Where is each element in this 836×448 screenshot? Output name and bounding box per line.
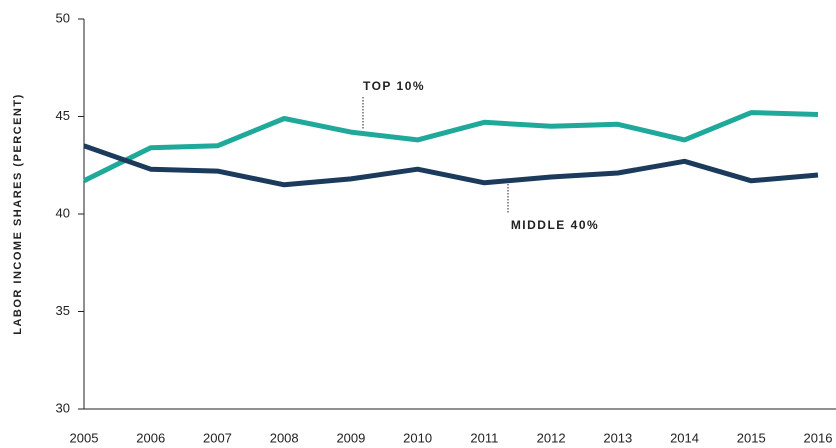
x-tick-label: 2007	[203, 430, 232, 445]
x-tick-label: 2010	[403, 430, 432, 445]
x-tick-label: 2006	[136, 430, 165, 445]
series-line	[82, 110, 819, 184]
y-tick-label: 45	[56, 108, 70, 123]
x-tick-label: 2012	[537, 430, 566, 445]
x-tick-label: 2008	[270, 430, 299, 445]
y-axis-label: LABOR INCOME SHARES (PERCENT)	[12, 93, 24, 335]
y-tick-label: 50	[56, 10, 70, 25]
series-label: TOP 10%	[363, 79, 425, 93]
x-tick-label: 2015	[737, 430, 766, 445]
x-tick-label: 2014	[670, 430, 699, 445]
x-tick-label: 2009	[336, 430, 365, 445]
x-tick-label: 2013	[603, 430, 632, 445]
x-tick-label: 2011	[470, 430, 498, 445]
x-tick-label: 2005	[70, 430, 99, 445]
series-line	[83, 143, 819, 188]
y-tick-label: 30	[56, 400, 70, 415]
series-label: MIDDLE 40%	[511, 218, 599, 232]
y-tick-label: 35	[56, 303, 70, 318]
x-tick-label: 2016	[804, 430, 833, 445]
y-tick-label: 40	[56, 205, 70, 220]
